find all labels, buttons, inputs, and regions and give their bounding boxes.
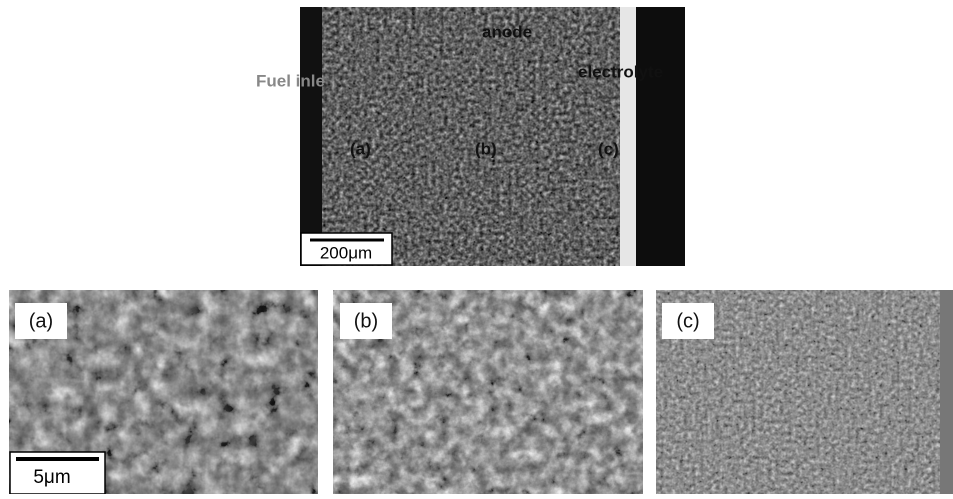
scale-bar-label: 200μm: [320, 243, 372, 262]
panel-label: (a): [29, 310, 53, 332]
anode-label: anode: [482, 22, 532, 41]
electrolyte-label: electrolyte: [578, 62, 663, 81]
scale-bar-label: 5μm: [33, 467, 70, 488]
region-label: (c): [598, 139, 619, 158]
figure: anode Fuel inle electrolyte (a) (b) (c) …: [0, 0, 953, 494]
region-label: (a): [350, 139, 371, 158]
panel-label: (c): [676, 310, 699, 332]
region-label: (b): [475, 139, 497, 158]
panel-b: (b): [333, 290, 643, 494]
page: anode Fuel inle electrolyte (a) (b) (c) …: [0, 0, 953, 494]
panel-label: (b): [354, 310, 378, 332]
fuel-inlet-label: Fuel inle: [256, 71, 325, 90]
overview-image: anode Fuel inle electrolyte (a) (b) (c) …: [256, 7, 685, 266]
panel-a: (a) 5μm: [9, 290, 318, 494]
panel-c: (c): [656, 290, 953, 494]
